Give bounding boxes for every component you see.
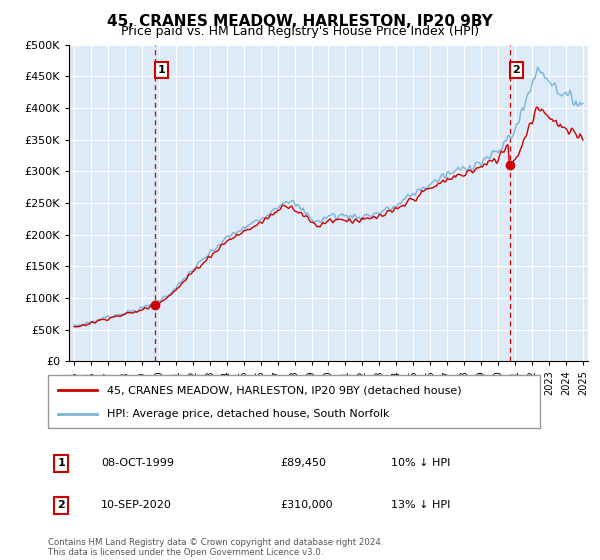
Text: £89,450: £89,450 bbox=[280, 459, 326, 469]
Text: 1: 1 bbox=[58, 459, 65, 469]
Text: 2: 2 bbox=[512, 65, 520, 75]
Text: 13% ↓ HPI: 13% ↓ HPI bbox=[391, 500, 451, 510]
Text: 45, CRANES MEADOW, HARLESTON, IP20 9BY (detached house): 45, CRANES MEADOW, HARLESTON, IP20 9BY (… bbox=[107, 385, 461, 395]
FancyBboxPatch shape bbox=[48, 375, 540, 428]
Text: 10-SEP-2020: 10-SEP-2020 bbox=[101, 500, 172, 510]
Text: 08-OCT-1999: 08-OCT-1999 bbox=[101, 459, 174, 469]
Text: 45, CRANES MEADOW, HARLESTON, IP20 9BY: 45, CRANES MEADOW, HARLESTON, IP20 9BY bbox=[107, 14, 493, 29]
Text: Price paid vs. HM Land Registry's House Price Index (HPI): Price paid vs. HM Land Registry's House … bbox=[121, 25, 479, 38]
Text: Contains HM Land Registry data © Crown copyright and database right 2024.
This d: Contains HM Land Registry data © Crown c… bbox=[48, 538, 383, 557]
Text: 10% ↓ HPI: 10% ↓ HPI bbox=[391, 459, 451, 469]
Text: 1: 1 bbox=[158, 65, 166, 75]
Text: HPI: Average price, detached house, South Norfolk: HPI: Average price, detached house, Sout… bbox=[107, 408, 389, 418]
Text: £310,000: £310,000 bbox=[280, 500, 333, 510]
Text: 2: 2 bbox=[58, 500, 65, 510]
